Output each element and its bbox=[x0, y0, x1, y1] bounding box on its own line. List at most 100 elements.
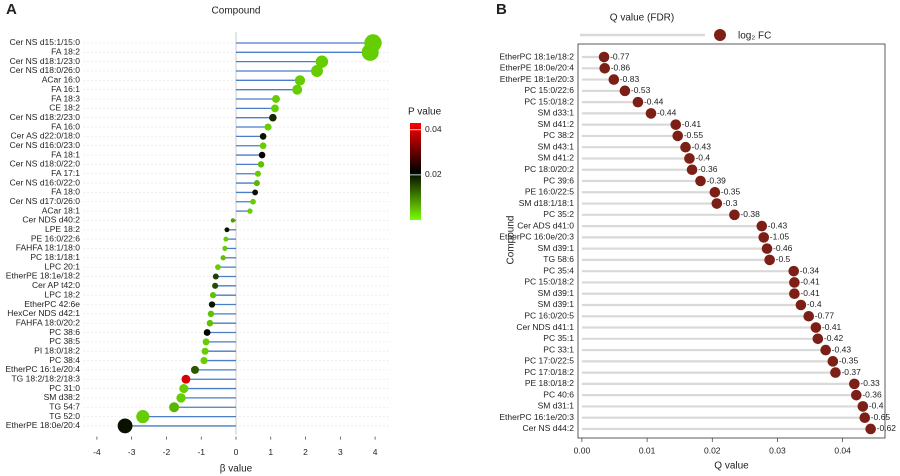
x-tick-label: -1 bbox=[197, 447, 205, 457]
y-tick-label: PC 31:0 bbox=[49, 383, 80, 393]
dot bbox=[272, 95, 280, 103]
dot bbox=[207, 310, 215, 318]
y-tick-label: PC 38:5 bbox=[49, 336, 80, 346]
y-tick-label: TG 54:7 bbox=[49, 401, 80, 411]
y-tick-label: PC 18:1/18:1 bbox=[30, 252, 80, 262]
dot bbox=[176, 393, 186, 403]
x-tick-label: 0.04 bbox=[834, 445, 851, 455]
dot bbox=[292, 84, 303, 95]
y-tick-label: Cer NS d16:0/22:0 bbox=[10, 177, 81, 187]
y-tick-label: PC 38:6 bbox=[49, 327, 80, 337]
dot bbox=[259, 133, 267, 140]
data-label: -0.38 bbox=[740, 209, 760, 219]
dot bbox=[209, 292, 217, 299]
dot bbox=[857, 401, 869, 412]
dot bbox=[257, 161, 265, 168]
y-tick-label: PC 15:0/18:2 bbox=[524, 96, 574, 106]
data-label: -0.62 bbox=[877, 423, 897, 433]
dot bbox=[253, 180, 260, 187]
y-tick-label: SM d43:1 bbox=[538, 141, 575, 151]
dot bbox=[264, 123, 272, 131]
data-label: -0.33 bbox=[860, 378, 880, 388]
data-label: -0.53 bbox=[631, 85, 651, 95]
data-label: -0.35 bbox=[839, 356, 859, 366]
dot bbox=[756, 220, 768, 232]
data-label: -0.55 bbox=[684, 130, 704, 140]
dot bbox=[271, 104, 279, 113]
colorbar-tick-label: 0.04 bbox=[425, 124, 442, 134]
legend-label: log₂ FC bbox=[738, 31, 771, 42]
data-label: -0.37 bbox=[841, 367, 861, 377]
data-label: -0.4 bbox=[807, 299, 822, 309]
data-label: -0.77 bbox=[815, 311, 835, 321]
dot bbox=[202, 338, 210, 346]
y-tick-label: PI 18:0/18:2 bbox=[34, 345, 80, 355]
y-tick-label: TG 18:2/18:2/18:3 bbox=[11, 373, 80, 383]
y-tick-label: Cer ADS d41:0 bbox=[517, 220, 574, 230]
dot bbox=[190, 365, 199, 374]
y-tick-label: FA 18:2 bbox=[51, 47, 80, 57]
dot bbox=[315, 55, 329, 68]
x-tick-label: 3 bbox=[338, 447, 343, 457]
y-tick-label: PC 35:1 bbox=[543, 333, 574, 343]
y-tick-label: Cer NDS d41:1 bbox=[516, 322, 574, 332]
data-label: -0.41 bbox=[682, 119, 702, 129]
y-tick-label: PC 17:0/22:5 bbox=[524, 356, 574, 366]
data-label: -0.42 bbox=[824, 333, 844, 343]
x-tick-label: -4 bbox=[93, 447, 101, 457]
dot bbox=[208, 301, 216, 308]
y-tick-label: CE 18:2 bbox=[49, 103, 80, 113]
data-label: -0.41 bbox=[822, 322, 842, 332]
dot bbox=[220, 255, 226, 261]
y-tick-label: Cer NS d18:1/23:0 bbox=[10, 56, 81, 66]
x-axis-title: β value bbox=[220, 464, 253, 475]
y-tick-label: PE 16:0/22:5 bbox=[525, 187, 574, 197]
dot bbox=[851, 389, 862, 401]
data-label: -0.44 bbox=[644, 96, 664, 106]
chart-title: Compound bbox=[212, 6, 261, 17]
dot bbox=[680, 141, 691, 153]
dot bbox=[269, 113, 277, 122]
y-tick-label: LPC 20:1 bbox=[45, 261, 81, 271]
dot bbox=[250, 198, 256, 205]
y-tick-label: Cer NS d15:1/15:0 bbox=[10, 37, 81, 47]
y-tick-label: EtherPC 16:1e/20:3 bbox=[499, 412, 574, 422]
dot bbox=[252, 189, 259, 196]
dot bbox=[136, 410, 150, 424]
y-tick-label: SM d39:1 bbox=[538, 288, 575, 298]
colorbar bbox=[410, 123, 421, 220]
dot bbox=[206, 319, 214, 327]
dot bbox=[254, 170, 261, 177]
dot bbox=[761, 243, 773, 254]
dot bbox=[311, 65, 323, 77]
dot bbox=[795, 299, 807, 311]
y-tick-label: LPE 18:2 bbox=[45, 224, 80, 234]
dot bbox=[259, 142, 267, 150]
dot bbox=[827, 356, 839, 367]
y-tick-label: PC 38:4 bbox=[49, 355, 80, 365]
dot bbox=[645, 108, 657, 119]
y-tick-label: PC 40:6 bbox=[543, 389, 574, 399]
data-label: -0.4 bbox=[869, 401, 884, 411]
y-tick-label: Cer NDS d40:2 bbox=[22, 215, 80, 225]
y-tick-label: Cer NS d18:0/22:0 bbox=[10, 159, 81, 169]
dot bbox=[758, 232, 770, 243]
y-tick-label: ACar 16:0 bbox=[42, 75, 81, 85]
data-label: -0.86 bbox=[611, 63, 631, 73]
y-tick-label: PC 39:6 bbox=[543, 175, 574, 185]
dot bbox=[729, 209, 740, 221]
dot bbox=[686, 164, 698, 176]
y-tick-label: HexCer NDS d42:1 bbox=[7, 308, 80, 318]
y-tick-label: SM d38:2 bbox=[44, 392, 81, 402]
data-label: -0.4 bbox=[695, 153, 710, 163]
x-tick-label: 0 bbox=[234, 447, 239, 457]
dot bbox=[711, 198, 723, 209]
y-tick-label: EtherPC 16:1e/20:4 bbox=[5, 364, 80, 374]
y-tick-label: TG 52:0 bbox=[49, 411, 80, 421]
dot bbox=[619, 85, 631, 97]
dot bbox=[201, 347, 209, 355]
y-tick-label: PC 17:0/18:2 bbox=[524, 367, 574, 377]
dot bbox=[215, 264, 221, 271]
y-tick-label: TG 58:6 bbox=[543, 254, 574, 264]
dot bbox=[200, 356, 208, 365]
